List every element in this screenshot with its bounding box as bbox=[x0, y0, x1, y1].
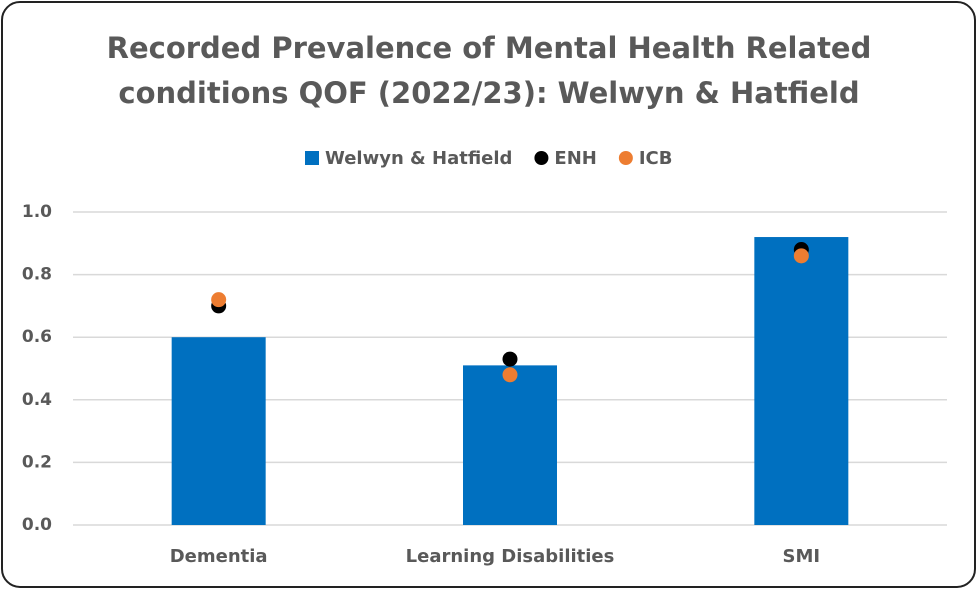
bar bbox=[171, 337, 266, 525]
x-tick-label: Learning Disabilities bbox=[406, 546, 615, 567]
chart-title: Recorded Prevalence of Mental Health Rel… bbox=[107, 31, 872, 65]
legend-swatch bbox=[305, 151, 319, 165]
x-tick-label: Dementia bbox=[170, 546, 268, 567]
bar bbox=[754, 237, 849, 526]
y-tick-label: 0.4 bbox=[22, 390, 52, 410]
point bbox=[211, 292, 227, 308]
y-tick-label: 0.2 bbox=[22, 452, 52, 472]
y-tick-label: 0.8 bbox=[22, 265, 52, 285]
x-tick-label: SMI bbox=[783, 546, 821, 567]
legend-swatch bbox=[618, 151, 633, 165]
legend-label: Welwyn & Hatfield bbox=[325, 148, 512, 169]
y-tick-label: 0.6 bbox=[22, 327, 52, 347]
chart-title: conditions QOF (2022/23): Welwyn & Hatfi… bbox=[118, 76, 859, 110]
bar bbox=[463, 365, 557, 525]
y-tick-label: 0.0 bbox=[22, 515, 52, 535]
y-tick-label: 1.0 bbox=[22, 202, 52, 222]
point bbox=[502, 367, 518, 383]
legend-label: ICB bbox=[639, 148, 673, 169]
legend-label: ENH bbox=[554, 148, 596, 169]
legend-swatch bbox=[534, 151, 549, 165]
point bbox=[502, 351, 518, 367]
point bbox=[793, 248, 809, 264]
